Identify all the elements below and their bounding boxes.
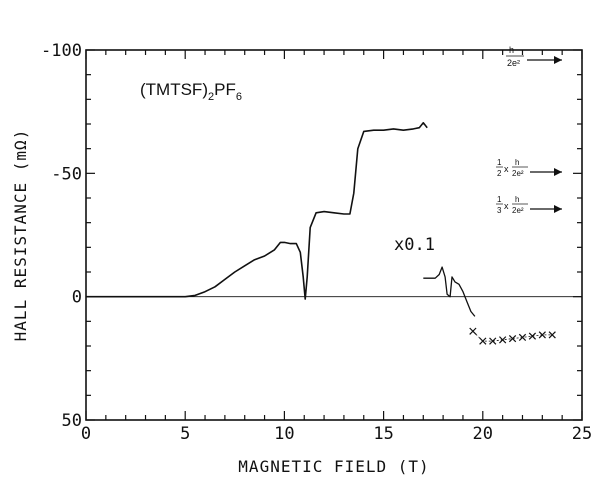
h-fraction-label: h [509,45,514,55]
y-tick-label: 0 [72,288,82,308]
third-h-over-2e2-reference: 1 3 x h 2e² [496,195,562,215]
cross-marker [508,334,517,343]
y-axis-label: HALL RESISTANCE (mΩ) [11,129,30,342]
x-tick-label: 5 [180,424,190,444]
half-h-over-2e2-reference: 1 2 x h 2e² [496,158,562,178]
cross-marker [528,332,537,340]
arrowhead-icon [554,205,562,213]
y-tick-label: -100 [41,41,82,61]
y-tick-label: 50 [62,411,82,431]
h-fraction-label: h [515,158,519,167]
h-fraction-label: h [515,195,519,204]
x-tick-label: 0 [81,424,91,444]
h-over-2e2-reference: h 2e² [506,45,562,68]
half-denominator: 2 [497,169,502,178]
x-axis-label: MAGNETIC FIELD (T) [238,457,429,476]
arrowhead-icon [554,56,562,64]
series-line [423,266,476,317]
x-tick-label: 10 [274,424,294,444]
x-tick-label: 15 [373,424,393,444]
axis-ticks [85,49,583,421]
scale-note: x0.1 [394,235,435,255]
y-tick-label: -50 [51,164,82,184]
arrowhead-icon [554,168,562,176]
x-tick-label: 20 [473,424,493,444]
series-line [472,330,553,342]
times-sign: x [504,201,509,211]
third-denominator: 3 [497,206,502,215]
data-series-group [86,122,556,345]
third-numerator: 1 [497,195,502,204]
series-line [86,122,428,300]
cross-marker [469,327,477,335]
cross-marker [548,331,556,339]
compound-label: (TMTSF)2PF6 [140,80,242,103]
2e2-label: 2e² [512,206,524,215]
2e2-label: 2e² [512,169,524,178]
plot-frame [85,49,583,421]
x-tick-label: 25 [572,424,592,444]
2e2-label: 2e² [507,58,520,68]
times-sign: x [504,164,509,174]
cross-marker [489,337,497,345]
half-numerator: 1 [497,158,502,167]
